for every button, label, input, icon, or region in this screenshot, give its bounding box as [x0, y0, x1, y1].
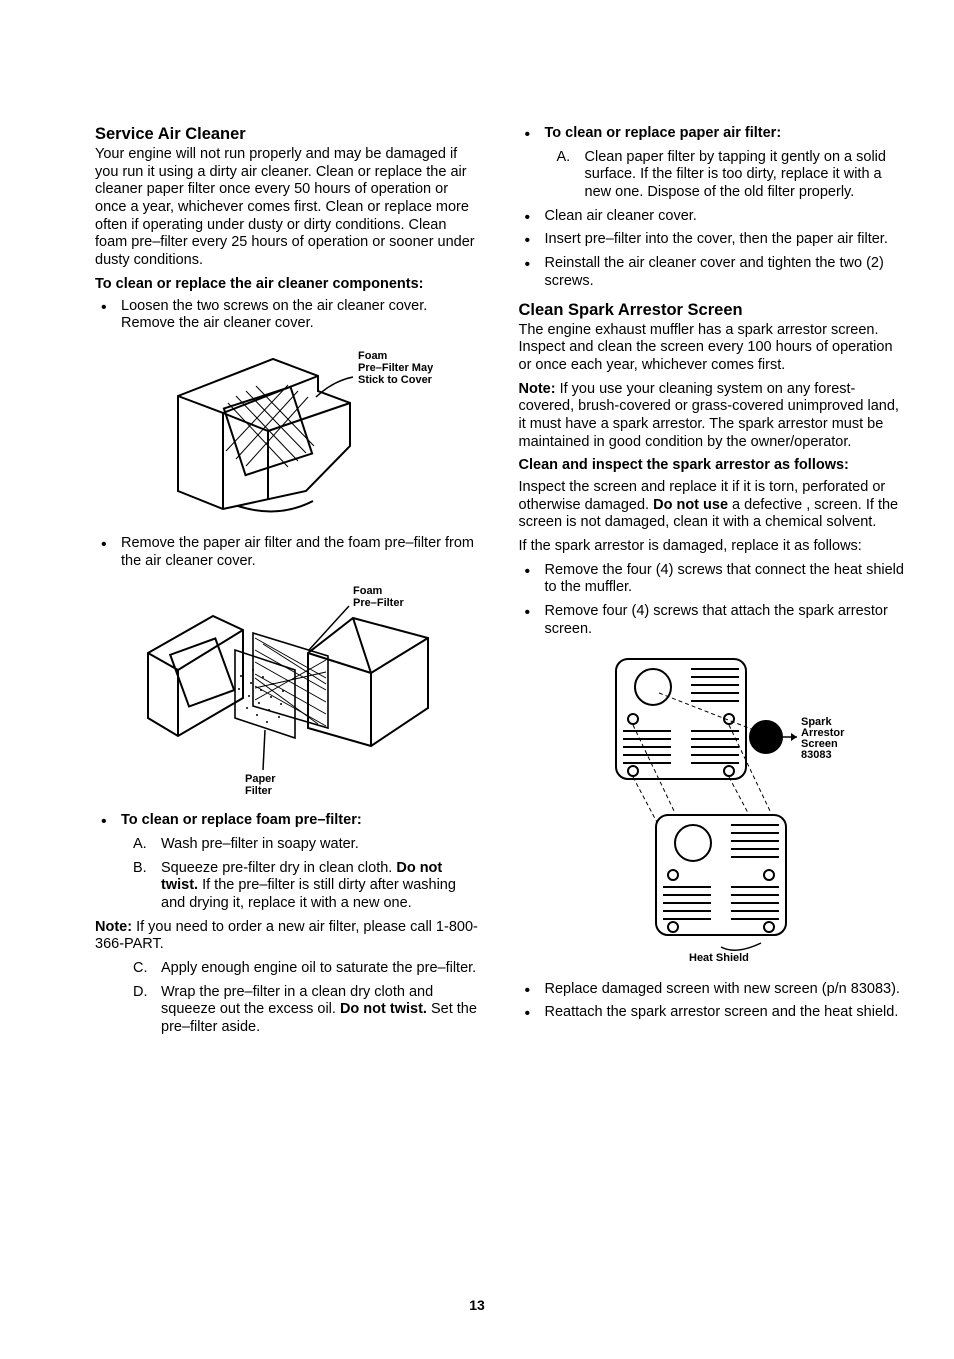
intro-text: Your engine will not run properly and ma… [95, 146, 481, 270]
fig3-label-heat-shield: Heat Shield [689, 952, 749, 964]
heading-spark-arrestor: Clean Spark Arrestor Screen [519, 301, 905, 320]
right-column: To clean or replace paper air filter: A.… [519, 125, 905, 1043]
fig1-label-line1: Foam [358, 350, 388, 362]
page-number: 13 [0, 1297, 954, 1313]
step-b-squeeze: B.Squeeze pre-filter dry in clean cloth.… [133, 860, 481, 913]
bullet-remove-heat-shield: Remove the four (4) screws that connect … [519, 562, 905, 597]
bullet-remove-arrestor-screws: Remove four (4) screws that attach the s… [519, 603, 905, 638]
subhead-clean-replace-components: To clean or replace the air cleaner comp… [95, 276, 481, 294]
bullet-foam-prefilter-head: To clean or replace foam pre–filter: [95, 812, 481, 830]
fig2-label-top2: Pre–Filter [353, 597, 404, 609]
fig2-label-bot2: Filter [245, 785, 273, 797]
left-column: Service Air Cleaner Your engine will not… [95, 125, 481, 1043]
bullet-insert-prefilter: Insert pre–filter into the cover, then t… [519, 231, 905, 249]
figure-filter-exploded: Foam Pre–Filter Paper Filter [95, 578, 481, 802]
bullet-remove-paper-filter: Remove the paper air filter and the foam… [95, 535, 481, 570]
fig2-label-bot1: Paper [245, 773, 276, 785]
spark-intro: The engine exhaust muffler has a spark a… [519, 322, 905, 375]
heading-service-air-cleaner: Service Air Cleaner [95, 125, 481, 144]
fig1-label-line2: Pre–Filter May [358, 362, 434, 374]
figure-air-cleaner-cover: Foam Pre–Filter May Stick to Cover [95, 341, 481, 525]
step-a-wash: A.Wash pre–filter in soapy water. [133, 836, 481, 854]
bullet-reattach: Reattach the spark arrestor screen and t… [519, 1004, 905, 1022]
spark-note: Note: If you use your cleaning system on… [519, 381, 905, 452]
step-d-wrap: D.Wrap the pre–filter in a clean dry clo… [133, 984, 481, 1037]
bullet-paper-filter-head: To clean or replace paper air filter: [519, 125, 905, 143]
spark-replace-intro: If the spark arrestor is damaged, replac… [519, 538, 905, 556]
bullet-loosen-screws: Loosen the two screws on the air cleaner… [95, 298, 481, 333]
figure-muffler-heat-shield: Spark Arrestor Screen 83083 [519, 647, 905, 971]
bullet-clean-cover: Clean air cleaner cover. [519, 208, 905, 226]
note-order-filter: Note: If you need to order a new air fil… [95, 919, 481, 954]
fig1-label-line3: Stick to Cover [358, 374, 433, 386]
bullet-reinstall-cover: Reinstall the air cleaner cover and tigh… [519, 255, 905, 290]
spark-inspect: Inspect the screen and replace it if it … [519, 479, 905, 532]
step-c-oil: C.Apply enough engine oil to saturate th… [133, 960, 481, 978]
step-a-clean-paper: A.Clean paper filter by tapping it gentl… [557, 149, 905, 202]
subhead-clean-inspect: Clean and inspect the spark arrestor as … [519, 457, 905, 475]
fig3-label-spark-l4: 83083 [801, 749, 832, 761]
fig2-label-top1: Foam [353, 585, 383, 597]
bullet-replace-screen: Replace damaged screen with new screen (… [519, 981, 905, 999]
